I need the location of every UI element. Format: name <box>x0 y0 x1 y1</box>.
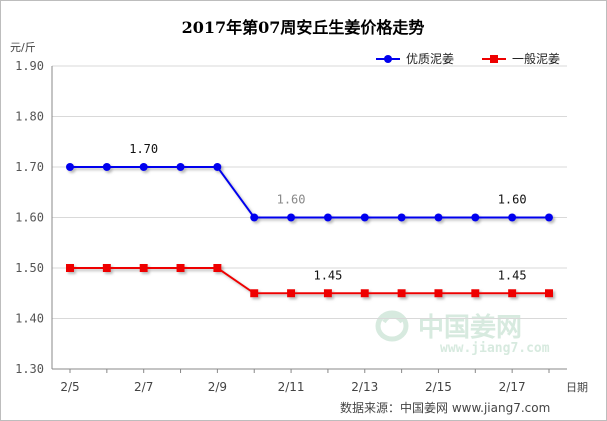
y-tick-label: 1.60 <box>15 211 44 225</box>
x-tick-label: 2/13 <box>351 380 378 394</box>
data-point <box>360 213 369 222</box>
watermark-text: 中国姜网 <box>418 312 522 343</box>
data-point <box>545 213 553 222</box>
data-point <box>176 264 185 272</box>
data-point <box>139 264 148 272</box>
data-point <box>471 213 480 222</box>
data-labels: 1.70 1.60 1.60 1.45 1.45 <box>129 142 526 282</box>
legend-label-premium: 优质泥姜 <box>406 52 454 66</box>
x-tick-label: 2/11 <box>278 380 305 394</box>
legend-item-regular: 一般泥姜 <box>482 51 560 66</box>
data-point <box>250 289 259 298</box>
data-point <box>287 213 296 222</box>
data-point <box>102 264 111 272</box>
data-point <box>250 213 259 222</box>
data-label: 1.60 <box>277 193 306 207</box>
legend-marker-premium <box>384 55 392 63</box>
data-label: 1.60 <box>498 193 527 207</box>
y-tick-label: 1.40 <box>15 312 44 326</box>
x-tick-label: 2/5 <box>60 380 79 394</box>
data-point <box>323 289 332 298</box>
y-tick-label: 1.70 <box>15 160 44 174</box>
y-tick-label: 1.50 <box>15 261 44 275</box>
watermark-logo-icon <box>375 310 409 342</box>
data-label: 1.45 <box>498 268 527 282</box>
y-tick-label: 1.90 <box>15 59 44 73</box>
data-point <box>323 213 332 222</box>
x-tick-label: 2/7 <box>134 380 153 394</box>
legend-label-regular: 一般泥姜 <box>512 51 560 66</box>
legend-item-premium: 优质泥姜 <box>376 52 454 66</box>
x-tick-label: 2/15 <box>425 380 452 394</box>
y-tick-label: 1.30 <box>15 362 44 376</box>
data-point <box>508 289 517 298</box>
data-point <box>102 163 111 171</box>
x-tick-label: 2/9 <box>208 380 227 394</box>
data-point <box>471 289 480 298</box>
x-ticks: 2/5 2/7 2/9 2/11 2/13 2/15 2/17 <box>60 369 550 394</box>
data-point <box>66 264 74 272</box>
x-tick-label: 2/17 <box>499 380 526 394</box>
watermark: 中国姜网 www.jiang7.com <box>375 310 550 356</box>
data-point <box>397 289 406 298</box>
chart-title: 2017年第07周安丘生姜价格走势 <box>182 18 425 37</box>
data-point <box>213 163 222 171</box>
y-tick-label: 1.80 <box>15 110 44 124</box>
data-point <box>287 289 296 298</box>
data-point <box>66 163 74 171</box>
legend: 优质泥姜 一般泥姜 <box>376 51 560 66</box>
data-point <box>434 289 443 298</box>
data-point <box>545 289 553 298</box>
data-label: 1.45 <box>313 268 342 282</box>
x-axis-label: 日期 <box>566 381 588 394</box>
series-regular <box>66 264 553 298</box>
series-line <box>70 166 549 219</box>
legend-marker-regular <box>490 55 498 63</box>
data-point <box>139 163 148 171</box>
data-point <box>397 213 406 222</box>
data-label: 1.70 <box>129 142 158 156</box>
series-layer <box>66 163 553 298</box>
axes <box>51 66 567 370</box>
series-premium <box>66 163 553 222</box>
source-note: 数据来源：中国姜网 www.jiang7.com <box>340 400 550 415</box>
data-point <box>213 264 222 272</box>
y-axis-label: 元/斤 <box>10 41 36 54</box>
watermark-url: www.jiang7.com <box>440 341 550 356</box>
data-point <box>360 289 369 298</box>
data-point <box>434 213 443 222</box>
y-ticks: 1.30 1.40 1.50 1.60 1.70 1.80 1.90 <box>15 59 44 376</box>
grid <box>52 65 567 319</box>
series-line <box>70 267 549 295</box>
data-point <box>508 213 517 222</box>
data-point <box>176 163 185 171</box>
